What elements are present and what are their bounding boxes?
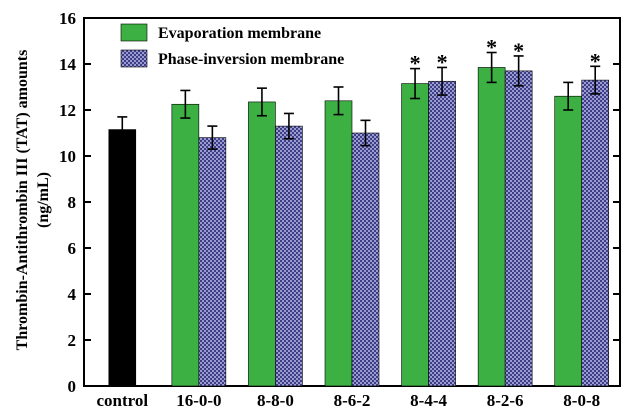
bar-phase-inversion — [198, 137, 227, 387]
legend-swatch — [120, 49, 148, 68]
significance-star: * — [486, 35, 497, 60]
y-axis-label: Thrombin-Antithrombin III (TAT) amounts … — [14, 50, 52, 351]
bar-control — [108, 129, 137, 387]
x-tick-label: 8-0-8 — [563, 391, 600, 409]
x-tick-label: 8-4-4 — [410, 391, 447, 409]
significance-star: * — [437, 49, 448, 74]
bar-phase-inversion — [428, 80, 456, 387]
bars: * * * * * — [108, 35, 610, 387]
bar-phase-inversion — [581, 79, 610, 387]
x-tick-label: 8-8-0 — [257, 391, 294, 409]
bar-evaporation — [401, 83, 429, 387]
legend-label: Evaporation membrane — [158, 25, 321, 42]
y-tick-label: 14 — [59, 55, 77, 74]
x-tick-label: 16-0-0 — [176, 391, 221, 409]
legend: Evaporation membrane Phase-inversion memb… — [120, 23, 344, 68]
y-tick-label: 4 — [68, 285, 77, 304]
y-axis-label-line2: (ng/mL) — [35, 172, 52, 228]
legend-label: Phase-inversion membrane — [158, 51, 344, 68]
bar-evaporation — [171, 103, 200, 387]
bar-evaporation — [477, 67, 506, 387]
bar-evaporation — [248, 101, 276, 387]
bar-phase-inversion — [275, 125, 303, 387]
bar-phase-inversion — [351, 132, 380, 387]
significance-star: * — [513, 38, 524, 63]
bar-evaporation — [324, 100, 353, 387]
y-axis-label-line1: Thrombin-Antithrombin III (TAT) amounts — [14, 50, 31, 351]
significance-star: * — [590, 48, 601, 73]
significance-star: * — [410, 51, 421, 76]
y-tick-label: 8 — [68, 193, 77, 212]
y-tick-label: 12 — [59, 101, 76, 120]
x-tick-label: control — [96, 391, 148, 409]
x-tick-label: 8-6-2 — [334, 391, 371, 409]
bar-evaporation — [554, 95, 583, 387]
y-tick-label: 10 — [59, 147, 76, 166]
bar-phase-inversion — [504, 70, 533, 387]
y-tick-label: 2 — [68, 331, 77, 350]
x-tick-label: 8-2-6 — [487, 391, 524, 409]
y-tick-label: 0 — [68, 377, 77, 396]
legend-swatch — [120, 23, 148, 42]
y-tick-label: 16 — [59, 9, 76, 28]
y-tick-label: 6 — [68, 239, 77, 258]
